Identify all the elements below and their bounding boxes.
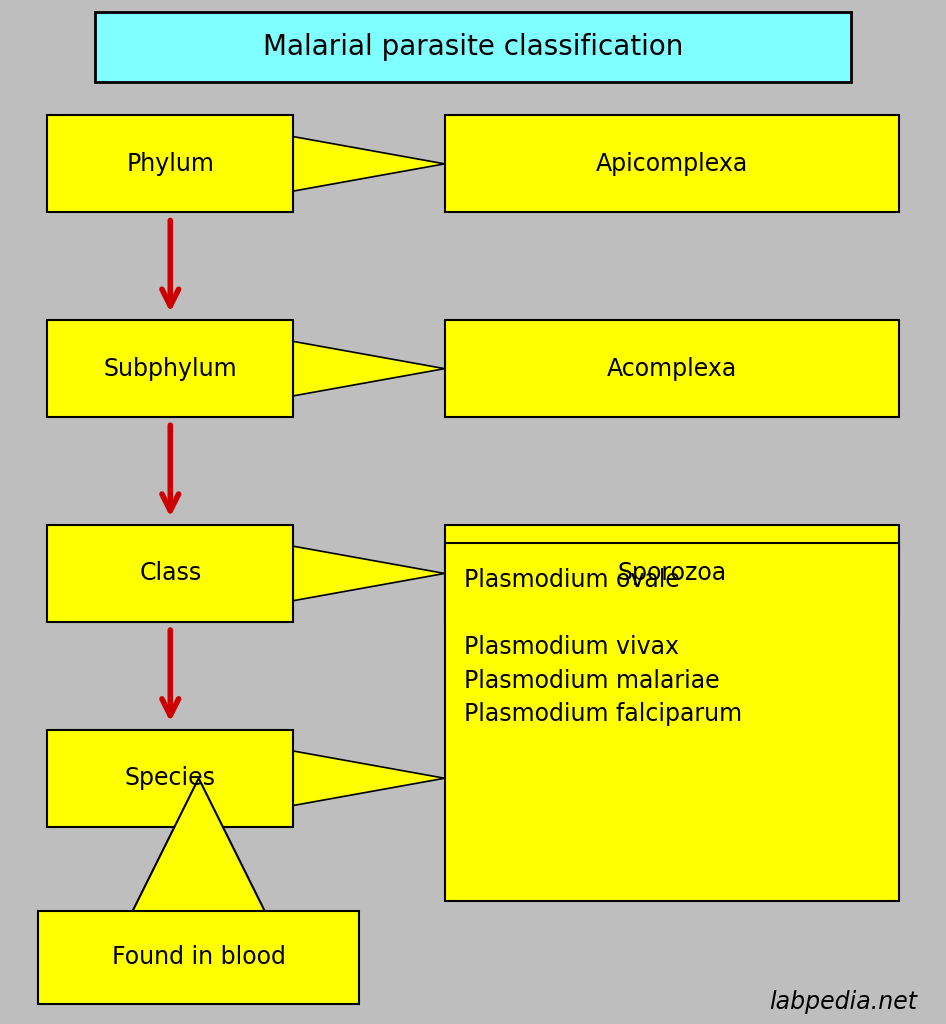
FancyBboxPatch shape <box>445 116 899 213</box>
Text: Phylum: Phylum <box>127 152 214 176</box>
Text: Sporozoa: Sporozoa <box>617 561 727 586</box>
FancyBboxPatch shape <box>47 116 293 213</box>
Text: Acomplexa: Acomplexa <box>606 356 737 381</box>
Text: Plasmodium ovale

Plasmodium vivax
Plasmodium malariae
Plasmodium falciparum: Plasmodium ovale Plasmodium vivax Plasmo… <box>464 568 742 726</box>
Text: Subphylum: Subphylum <box>103 356 237 381</box>
FancyBboxPatch shape <box>445 543 899 901</box>
Polygon shape <box>293 751 445 806</box>
Polygon shape <box>293 341 445 396</box>
FancyBboxPatch shape <box>47 729 293 827</box>
FancyBboxPatch shape <box>95 12 851 82</box>
FancyBboxPatch shape <box>38 911 359 1004</box>
Polygon shape <box>293 546 445 601</box>
Text: labpedia.net: labpedia.net <box>770 990 918 1014</box>
Text: Malarial parasite classification: Malarial parasite classification <box>263 33 683 61</box>
FancyBboxPatch shape <box>445 319 899 418</box>
Text: Species: Species <box>125 766 216 791</box>
FancyBboxPatch shape <box>445 524 899 622</box>
Text: Class: Class <box>139 561 201 586</box>
FancyBboxPatch shape <box>47 524 293 622</box>
Polygon shape <box>132 778 265 911</box>
FancyBboxPatch shape <box>47 319 293 418</box>
Text: Apicomplexa: Apicomplexa <box>596 152 747 176</box>
Polygon shape <box>293 136 445 191</box>
Text: Found in blood: Found in blood <box>112 945 286 970</box>
